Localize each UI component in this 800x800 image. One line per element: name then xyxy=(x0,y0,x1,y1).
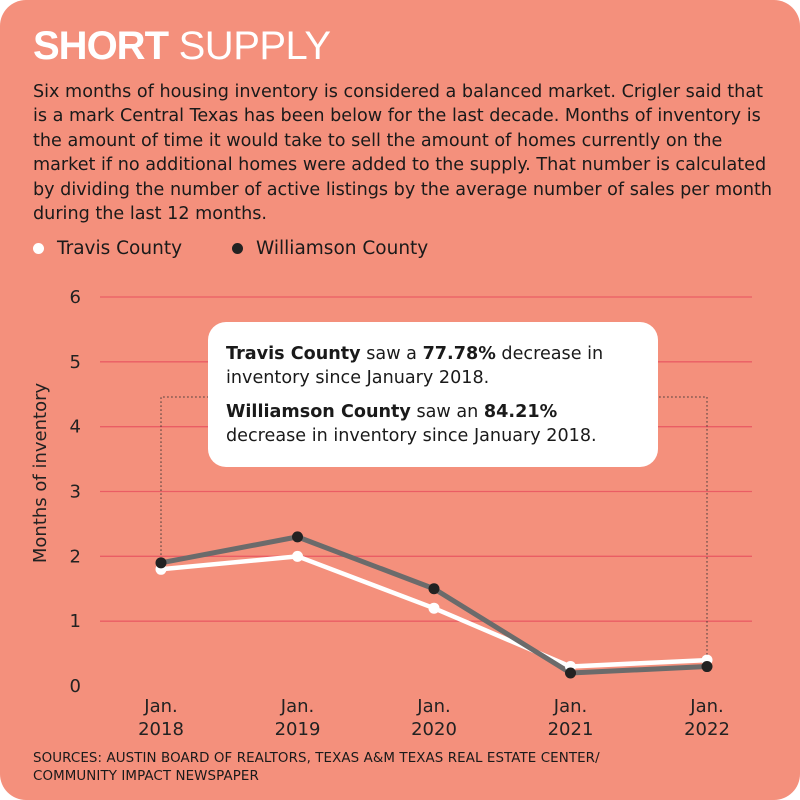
callout-travis-pct: 77.78% xyxy=(422,344,496,364)
description-text: Six months of housing inventory is consi… xyxy=(33,82,773,225)
title-regular: SUPPLY xyxy=(178,24,331,68)
data-point-williamson xyxy=(155,557,167,569)
callout-travis: Travis County saw a 77.78% decrease in i… xyxy=(226,342,640,390)
x-tick-label: Jan. 2022 xyxy=(684,696,730,740)
data-point-travis xyxy=(292,550,303,562)
sources-line-2: COMMUNITY IMPACT NEWSPAPER xyxy=(33,769,259,784)
y-tick-label: 4 xyxy=(70,417,81,438)
y-tick-label: 5 xyxy=(70,352,81,373)
data-point-williamson xyxy=(701,661,713,673)
callout-travis-rest: decrease in inventory since January 2018… xyxy=(226,344,604,388)
annotation-callout: Travis County saw a 77.78% decrease in i… xyxy=(208,322,658,467)
callout-travis-mid: saw a xyxy=(360,344,423,364)
sources-note: SOURCES: AUSTIN BOARD OF REALTORS, TEXAS… xyxy=(33,750,600,786)
data-point-travis xyxy=(428,602,440,614)
legend-label-travis: Travis County xyxy=(57,238,183,259)
legend-item-williamson: Williamson County xyxy=(232,238,428,259)
chart-title: SHORT SUPPLY xyxy=(33,22,331,70)
x-tick-label: Jan. 2019 xyxy=(275,696,321,740)
callout-williamson-county: Williamson County xyxy=(226,402,411,422)
legend-item-travis: Travis County xyxy=(33,238,182,259)
callout-williamson: Williamson County saw an 84.21% decrease… xyxy=(226,400,640,448)
data-point-williamson xyxy=(292,531,303,543)
y-tick-label: 1 xyxy=(70,611,81,632)
series-points xyxy=(155,531,713,679)
sources-line-1: SOURCES: AUSTIN BOARD OF REALTORS, TEXAS… xyxy=(33,751,600,766)
y-tick-label: 6 xyxy=(70,287,81,308)
callout-williamson-rest: decrease in inventory since January 2018… xyxy=(226,426,597,446)
y-tick-label: 2 xyxy=(70,546,81,567)
y-tick-label: 0 xyxy=(70,676,81,697)
x-axis-ticks: Jan. 2018 Jan. 2019 Jan. 2020 Jan. 2021 Jan. 2022 xyxy=(138,696,730,740)
callout-williamson-mid: saw an xyxy=(410,402,484,422)
y-tick-label: 3 xyxy=(70,482,81,503)
y-axis-ticks: 0 1 2 3 4 5 6 xyxy=(70,287,81,697)
legend-marker-travis xyxy=(33,243,44,254)
x-tick-label: Jan. 2021 xyxy=(548,696,594,740)
data-point-williamson xyxy=(565,667,576,679)
callout-travis-county: Travis County xyxy=(226,344,361,364)
x-tick-label: Jan. 2018 xyxy=(138,696,184,740)
callout-williamson-pct: 84.21% xyxy=(483,402,558,422)
y-axis-label: Months of inventory xyxy=(30,383,51,564)
title-bold: SHORT xyxy=(33,24,169,68)
legend-marker-williamson xyxy=(232,243,243,254)
x-tick-label: Jan. 2020 xyxy=(411,696,457,740)
data-point-williamson xyxy=(428,583,440,595)
legend-label-williamson: Williamson County xyxy=(256,238,429,259)
